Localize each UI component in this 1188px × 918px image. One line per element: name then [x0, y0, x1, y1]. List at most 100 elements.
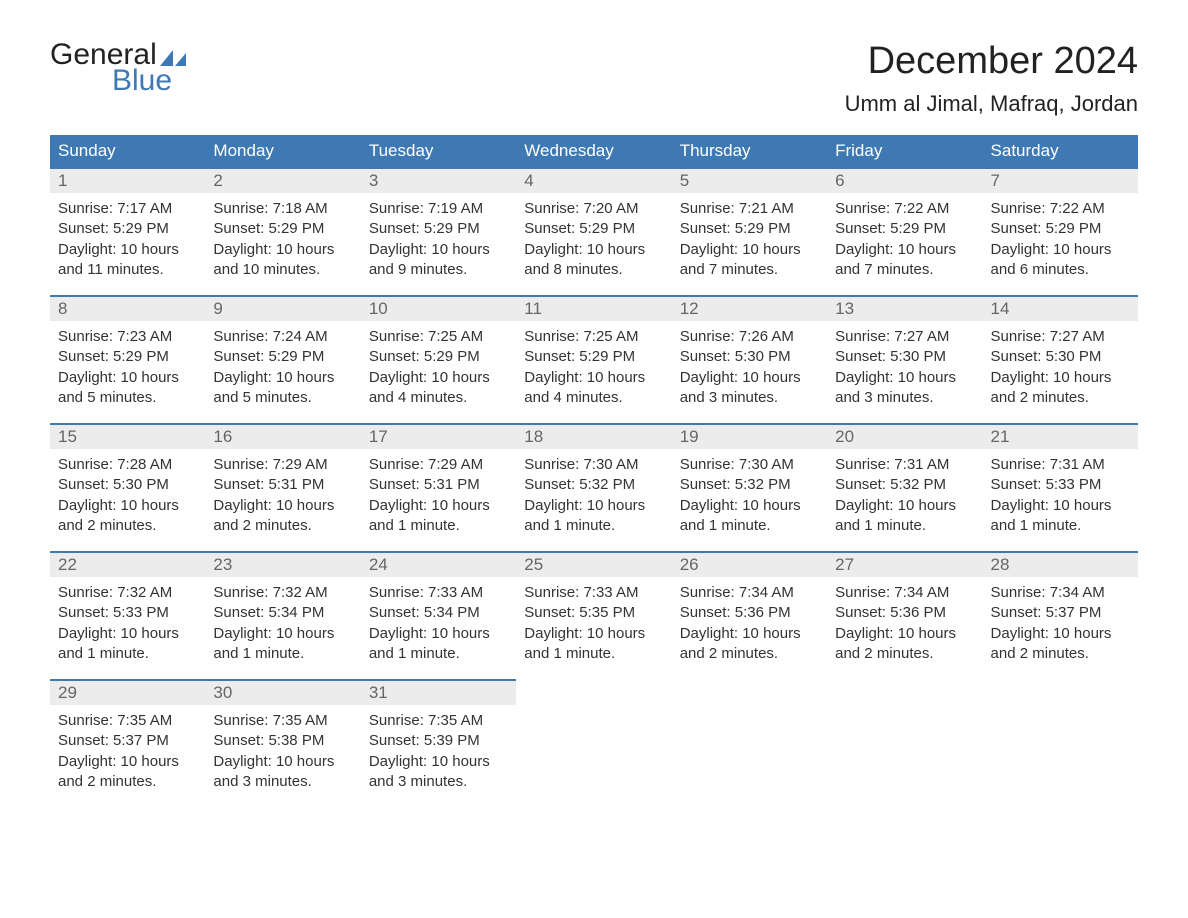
day-details: Sunrise: 7:21 AMSunset: 5:29 PMDaylight:… — [672, 193, 827, 290]
sunrise-line: Sunrise: 7:31 AM — [991, 455, 1130, 475]
title-block: December 2024 Umm al Jimal, Mafraq, Jord… — [845, 40, 1138, 117]
sunrise-line: Sunrise: 7:20 AM — [524, 199, 663, 219]
day-details: Sunrise: 7:32 AMSunset: 5:34 PMDaylight:… — [205, 577, 360, 674]
day-details: Sunrise: 7:35 AMSunset: 5:38 PMDaylight:… — [205, 705, 360, 802]
day-number: 20 — [827, 423, 982, 449]
sunrise-line: Sunrise: 7:34 AM — [680, 583, 819, 603]
day-number: 1 — [50, 167, 205, 193]
day-number: 26 — [672, 551, 827, 577]
calendar-day-cell: 11Sunrise: 7:25 AMSunset: 5:29 PMDayligh… — [516, 295, 671, 423]
logo-word2: Blue — [112, 66, 186, 96]
sunset-line: Sunset: 5:34 PM — [369, 603, 508, 623]
day-number: 18 — [516, 423, 671, 449]
day-number: 24 — [361, 551, 516, 577]
calendar-day-cell: 17Sunrise: 7:29 AMSunset: 5:31 PMDayligh… — [361, 423, 516, 551]
calendar-day-cell: 28Sunrise: 7:34 AMSunset: 5:37 PMDayligh… — [983, 551, 1138, 679]
sunrise-line: Sunrise: 7:22 AM — [835, 199, 974, 219]
weekday-header: Saturday — [983, 135, 1138, 167]
logo: General Blue — [50, 40, 186, 96]
day-number: 23 — [205, 551, 360, 577]
calendar-day-cell: 23Sunrise: 7:32 AMSunset: 5:34 PMDayligh… — [205, 551, 360, 679]
calendar-week-row: 29Sunrise: 7:35 AMSunset: 5:37 PMDayligh… — [50, 679, 1138, 807]
day-number: 19 — [672, 423, 827, 449]
day-details: Sunrise: 7:34 AMSunset: 5:36 PMDaylight:… — [672, 577, 827, 674]
weekday-header: Monday — [205, 135, 360, 167]
sunset-line: Sunset: 5:34 PM — [213, 603, 352, 623]
day-number: 8 — [50, 295, 205, 321]
sunrise-line: Sunrise: 7:33 AM — [369, 583, 508, 603]
sunset-line: Sunset: 5:36 PM — [680, 603, 819, 623]
calendar-day-cell: 20Sunrise: 7:31 AMSunset: 5:32 PMDayligh… — [827, 423, 982, 551]
daylight-line: Daylight: 10 hours and 2 minutes. — [58, 496, 197, 537]
day-number: 16 — [205, 423, 360, 449]
day-details: Sunrise: 7:34 AMSunset: 5:36 PMDaylight:… — [827, 577, 982, 674]
calendar-day-cell: 16Sunrise: 7:29 AMSunset: 5:31 PMDayligh… — [205, 423, 360, 551]
daylight-line: Daylight: 10 hours and 1 minute. — [58, 624, 197, 665]
sunset-line: Sunset: 5:29 PM — [991, 219, 1130, 239]
day-details: Sunrise: 7:33 AMSunset: 5:34 PMDaylight:… — [361, 577, 516, 674]
day-number: 25 — [516, 551, 671, 577]
calendar-day-cell — [516, 679, 671, 807]
daylight-line: Daylight: 10 hours and 3 minutes. — [680, 368, 819, 409]
sunrise-line: Sunrise: 7:35 AM — [369, 711, 508, 731]
daylight-line: Daylight: 10 hours and 2 minutes. — [213, 496, 352, 537]
daylight-line: Daylight: 10 hours and 11 minutes. — [58, 240, 197, 281]
daylight-line: Daylight: 10 hours and 1 minute. — [213, 624, 352, 665]
day-details: Sunrise: 7:33 AMSunset: 5:35 PMDaylight:… — [516, 577, 671, 674]
sunrise-line: Sunrise: 7:34 AM — [991, 583, 1130, 603]
sunrise-line: Sunrise: 7:31 AM — [835, 455, 974, 475]
calendar-day-cell: 9Sunrise: 7:24 AMSunset: 5:29 PMDaylight… — [205, 295, 360, 423]
calendar-day-cell: 10Sunrise: 7:25 AMSunset: 5:29 PMDayligh… — [361, 295, 516, 423]
day-details: Sunrise: 7:24 AMSunset: 5:29 PMDaylight:… — [205, 321, 360, 418]
day-details: Sunrise: 7:35 AMSunset: 5:37 PMDaylight:… — [50, 705, 205, 802]
sunset-line: Sunset: 5:30 PM — [680, 347, 819, 367]
daylight-line: Daylight: 10 hours and 1 minute. — [991, 496, 1130, 537]
day-number: 13 — [827, 295, 982, 321]
day-number: 14 — [983, 295, 1138, 321]
sunset-line: Sunset: 5:33 PM — [58, 603, 197, 623]
calendar-day-cell: 19Sunrise: 7:30 AMSunset: 5:32 PMDayligh… — [672, 423, 827, 551]
day-details: Sunrise: 7:17 AMSunset: 5:29 PMDaylight:… — [50, 193, 205, 290]
weekday-header-row: SundayMondayTuesdayWednesdayThursdayFrid… — [50, 135, 1138, 167]
sunset-line: Sunset: 5:30 PM — [991, 347, 1130, 367]
day-details: Sunrise: 7:18 AMSunset: 5:29 PMDaylight:… — [205, 193, 360, 290]
day-details: Sunrise: 7:22 AMSunset: 5:29 PMDaylight:… — [983, 193, 1138, 290]
day-details: Sunrise: 7:30 AMSunset: 5:32 PMDaylight:… — [516, 449, 671, 546]
sunset-line: Sunset: 5:32 PM — [835, 475, 974, 495]
sunset-line: Sunset: 5:31 PM — [213, 475, 352, 495]
calendar-day-cell: 2Sunrise: 7:18 AMSunset: 5:29 PMDaylight… — [205, 167, 360, 295]
daylight-line: Daylight: 10 hours and 3 minutes. — [213, 752, 352, 793]
day-number: 12 — [672, 295, 827, 321]
day-number: 2 — [205, 167, 360, 193]
day-details: Sunrise: 7:23 AMSunset: 5:29 PMDaylight:… — [50, 321, 205, 418]
calendar-day-cell: 6Sunrise: 7:22 AMSunset: 5:29 PMDaylight… — [827, 167, 982, 295]
day-details: Sunrise: 7:25 AMSunset: 5:29 PMDaylight:… — [361, 321, 516, 418]
calendar-day-cell: 4Sunrise: 7:20 AMSunset: 5:29 PMDaylight… — [516, 167, 671, 295]
day-details: Sunrise: 7:29 AMSunset: 5:31 PMDaylight:… — [361, 449, 516, 546]
sunrise-line: Sunrise: 7:17 AM — [58, 199, 197, 219]
day-details: Sunrise: 7:20 AMSunset: 5:29 PMDaylight:… — [516, 193, 671, 290]
day-number: 27 — [827, 551, 982, 577]
sunset-line: Sunset: 5:29 PM — [369, 347, 508, 367]
day-details: Sunrise: 7:27 AMSunset: 5:30 PMDaylight:… — [827, 321, 982, 418]
sunrise-line: Sunrise: 7:28 AM — [58, 455, 197, 475]
calendar-day-cell: 18Sunrise: 7:30 AMSunset: 5:32 PMDayligh… — [516, 423, 671, 551]
sunset-line: Sunset: 5:29 PM — [524, 219, 663, 239]
day-number: 30 — [205, 679, 360, 705]
calendar-day-cell: 24Sunrise: 7:33 AMSunset: 5:34 PMDayligh… — [361, 551, 516, 679]
sunset-line: Sunset: 5:32 PM — [524, 475, 663, 495]
sunrise-line: Sunrise: 7:34 AM — [835, 583, 974, 603]
day-details: Sunrise: 7:28 AMSunset: 5:30 PMDaylight:… — [50, 449, 205, 546]
sunset-line: Sunset: 5:37 PM — [58, 731, 197, 751]
daylight-line: Daylight: 10 hours and 1 minute. — [369, 624, 508, 665]
calendar-day-cell: 31Sunrise: 7:35 AMSunset: 5:39 PMDayligh… — [361, 679, 516, 807]
daylight-line: Daylight: 10 hours and 7 minutes. — [835, 240, 974, 281]
daylight-line: Daylight: 10 hours and 3 minutes. — [835, 368, 974, 409]
calendar-day-cell: 15Sunrise: 7:28 AMSunset: 5:30 PMDayligh… — [50, 423, 205, 551]
daylight-line: Daylight: 10 hours and 6 minutes. — [991, 240, 1130, 281]
sunset-line: Sunset: 5:29 PM — [524, 347, 663, 367]
sunset-line: Sunset: 5:32 PM — [680, 475, 819, 495]
sunset-line: Sunset: 5:35 PM — [524, 603, 663, 623]
sunset-line: Sunset: 5:29 PM — [213, 347, 352, 367]
sunrise-line: Sunrise: 7:25 AM — [369, 327, 508, 347]
